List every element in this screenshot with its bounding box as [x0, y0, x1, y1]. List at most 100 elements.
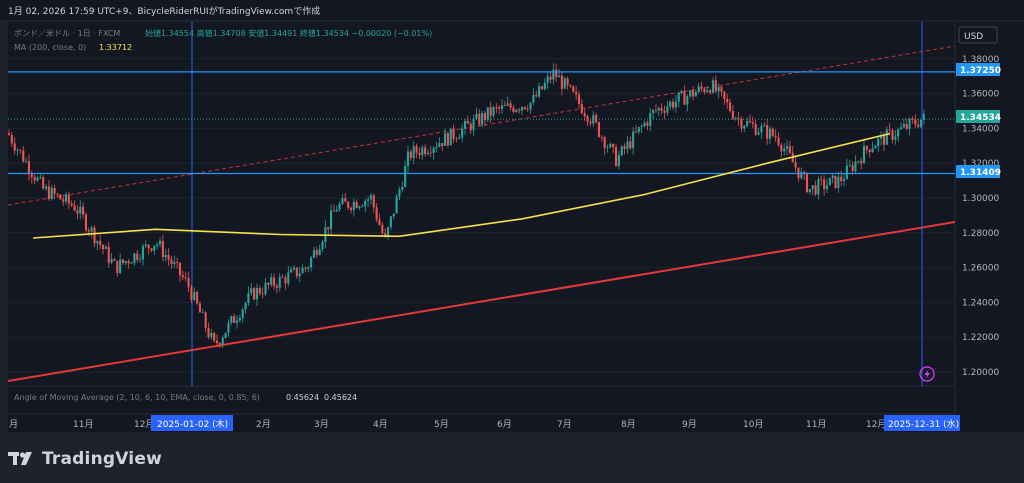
- candle: [227, 319, 230, 337]
- candle: [287, 265, 290, 287]
- candle: [709, 88, 712, 95]
- candle: [424, 144, 427, 157]
- candle: [53, 185, 56, 200]
- indicator-label[interactable]: Angle of Moving Average (2, 10, 6, 10, E…: [14, 393, 260, 402]
- candle: [572, 85, 575, 93]
- candle: [441, 142, 444, 152]
- candle: [264, 277, 267, 296]
- candle: [711, 77, 714, 94]
- candle: [159, 237, 162, 248]
- candle: [823, 175, 826, 196]
- candle: [857, 160, 860, 165]
- channel-line-dashed[interactable]: [8, 45, 955, 206]
- candle: [59, 193, 62, 200]
- candle: [161, 234, 164, 262]
- candle: [455, 137, 458, 143]
- candle: [666, 100, 669, 116]
- candle: [523, 106, 526, 111]
- candle: [589, 119, 592, 127]
- candle: [19, 149, 22, 154]
- candle: [617, 150, 620, 170]
- candle: [691, 86, 695, 101]
- candle: [64, 192, 68, 205]
- candle: [429, 145, 432, 158]
- candle: [495, 103, 498, 113]
- time-axis[interactable]: [8, 414, 1024, 432]
- candle: [139, 254, 142, 263]
- candle: [241, 307, 244, 324]
- drawings-back: [8, 22, 955, 386]
- candle: [848, 159, 851, 168]
- x-tick-label: 12月: [866, 419, 886, 430]
- candle: [113, 257, 116, 261]
- candle: [540, 85, 543, 90]
- candle: [335, 205, 338, 212]
- y-tick-label: 1.26000: [962, 264, 999, 274]
- candle: [196, 290, 199, 305]
- candle: [774, 129, 777, 142]
- candle: [843, 173, 846, 187]
- candle: [672, 98, 675, 111]
- time-label-start-text: 2025-01-02 (木): [157, 418, 228, 430]
- candle: [634, 125, 638, 134]
- candle: [723, 91, 726, 106]
- lightning-icon[interactable]: [919, 366, 935, 382]
- price-scale[interactable]: [955, 22, 1024, 414]
- candle: [261, 287, 264, 299]
- candle: [737, 111, 740, 126]
- candle: [615, 144, 618, 167]
- candle: [330, 204, 333, 235]
- candle: [566, 76, 569, 90]
- candle: [136, 250, 139, 263]
- currency-button[interactable]: USD: [958, 26, 998, 44]
- candle: [828, 177, 831, 186]
- candle: [646, 120, 649, 131]
- candle: [312, 246, 315, 259]
- candle: [16, 147, 19, 156]
- tradingview-logo-icon: [8, 450, 36, 468]
- candle: [640, 123, 643, 134]
- caption-text: 1月 02, 2026 17:59 UTC+9、BicycleRiderRUIが…: [8, 7, 321, 17]
- y-tick-label: 1.30000: [962, 194, 999, 204]
- candle: [911, 116, 914, 124]
- y-tick-label: 1.38000: [962, 55, 999, 65]
- main-pane[interactable]: [8, 22, 955, 386]
- candle: [501, 99, 504, 114]
- candle: [814, 180, 817, 197]
- candle: [729, 98, 732, 113]
- candle: [555, 63, 558, 83]
- x-tick-label: 3月: [314, 419, 329, 430]
- candle: [156, 241, 159, 250]
- candle: [127, 259, 130, 269]
- candle: [515, 108, 518, 114]
- candle: [50, 184, 53, 201]
- candle: [184, 271, 187, 282]
- candle: [253, 286, 256, 301]
- indicator-pane[interactable]: [8, 386, 955, 414]
- candle: [794, 155, 797, 173]
- legend-symbol[interactable]: ポンド／米ドル · 1日 · FXCM: [14, 28, 120, 38]
- candle: [344, 193, 347, 202]
- y-tick-label: 1.20000: [962, 368, 999, 378]
- candle: [763, 122, 766, 127]
- candle: [278, 273, 281, 292]
- candle: [871, 141, 874, 154]
- candle: [458, 134, 461, 140]
- support-trendline[interactable]: [8, 221, 955, 382]
- ma200-line[interactable]: [33, 132, 890, 239]
- legend-ma-label[interactable]: MA (200, close, 0): [14, 43, 86, 52]
- candle: [643, 120, 646, 128]
- candle: [273, 273, 276, 290]
- candle: [364, 198, 367, 212]
- candle: [757, 127, 760, 136]
- candle: [395, 194, 398, 214]
- candle: [244, 301, 247, 314]
- candle: [341, 194, 344, 205]
- tradingview-brand[interactable]: TradingView: [8, 449, 162, 469]
- candle: [56, 192, 59, 197]
- candle: [720, 86, 723, 97]
- candle: [919, 119, 923, 128]
- x-tick-label: 11月: [73, 419, 93, 430]
- x-tick-label: 8月: [621, 419, 636, 430]
